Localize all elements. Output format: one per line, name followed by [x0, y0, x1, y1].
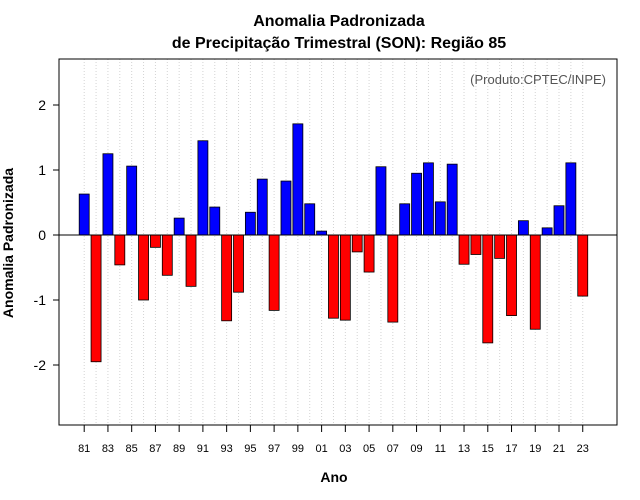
bar-01 [316, 230, 328, 236]
x-tick-label: 89 [173, 443, 185, 455]
x-tick-label: 07 [387, 443, 399, 455]
x-tick-label: 93 [221, 443, 233, 455]
y-tick-label: -1 [34, 292, 47, 308]
plot-frame [58, 58, 618, 426]
x-tick-label: 23 [577, 443, 589, 455]
y-tick-label: 0 [38, 227, 46, 243]
bar-99 [292, 123, 304, 236]
bar-19 [529, 234, 541, 330]
bar-82 [90, 234, 102, 363]
x-tick-label: 81 [78, 443, 90, 455]
bar-95 [244, 211, 256, 236]
bar-10 [423, 162, 434, 236]
x-tick-label: 17 [505, 443, 517, 455]
y-axis: -2 -1 0 1 2 [34, 97, 59, 373]
x-tick-label: 85 [126, 443, 138, 455]
bar-07 [387, 234, 399, 323]
bar-23 [577, 234, 589, 297]
x-tick-label: 97 [268, 443, 280, 455]
bar-94 [233, 234, 244, 293]
bar-21 [553, 205, 565, 236]
chart-title-line1: Anomalia Padronizada [253, 13, 425, 30]
bar-18 [517, 220, 529, 236]
y-axis-title: Anomalia Padronizada [0, 168, 16, 318]
x-tick-label: 13 [458, 443, 470, 455]
bar-87 [150, 234, 161, 248]
bar-11 [434, 201, 446, 236]
x-tick-label: 95 [244, 443, 256, 455]
bar-84 [114, 234, 126, 266]
x-tick-label: 87 [149, 443, 161, 455]
bar-17 [506, 234, 517, 316]
x-axis-title: Ano [320, 469, 347, 485]
bar-20 [541, 227, 553, 236]
y-tick-label: 1 [38, 162, 46, 178]
x-tick-label: 21 [553, 443, 565, 455]
bar-06 [375, 166, 387, 236]
bar-97 [268, 234, 280, 311]
x-tick-label: 05 [363, 443, 375, 455]
bar-16 [494, 234, 506, 259]
bar-96 [256, 178, 268, 236]
bar-98 [280, 180, 292, 236]
x-tick-label: 11 [435, 443, 446, 455]
bar-91 [197, 140, 209, 236]
x-tick-label: 83 [102, 443, 114, 455]
bar-14 [470, 234, 482, 255]
bar-09 [411, 172, 422, 236]
x-tick-label: 91 [197, 443, 209, 455]
x-tick-label: 19 [529, 443, 541, 455]
chart-title-line2: de Precipitação Trimestral (SON): Região… [172, 35, 506, 52]
y-tick-label: 2 [38, 97, 46, 113]
bar-90 [185, 234, 197, 287]
bar-04 [351, 234, 363, 253]
x-axis: 81 83 85 87 89 91 93 95 97 99 01 03 05 07 09 11 13 15 17 19… [78, 425, 589, 455]
bars [78, 123, 589, 363]
x-tick-label: 03 [339, 443, 351, 455]
x-tick-label: 99 [292, 443, 304, 455]
bar-85 [126, 165, 138, 236]
x-tick-label: 09 [410, 443, 422, 455]
bar-22 [565, 162, 577, 236]
bar-93 [221, 234, 233, 322]
bar-05 [363, 234, 375, 273]
bar-15 [482, 234, 494, 344]
bar-08 [399, 203, 411, 236]
bar-03 [339, 234, 351, 321]
x-tick-label: 15 [482, 443, 494, 455]
bar-12 [446, 163, 458, 236]
x-tick-label: 01 [315, 443, 327, 455]
bar-86 [138, 234, 149, 301]
bar-02 [328, 234, 339, 319]
bar-13 [458, 234, 470, 265]
bar-89 [173, 217, 185, 236]
bar-81 [78, 193, 90, 236]
bar-88 [161, 234, 173, 276]
y-tick-label: -2 [34, 357, 47, 373]
bar-92 [209, 206, 221, 236]
bar-00 [304, 203, 316, 236]
bar-83 [102, 153, 114, 236]
credit-label: (Produto:CPTEC/INPE) [470, 72, 606, 87]
